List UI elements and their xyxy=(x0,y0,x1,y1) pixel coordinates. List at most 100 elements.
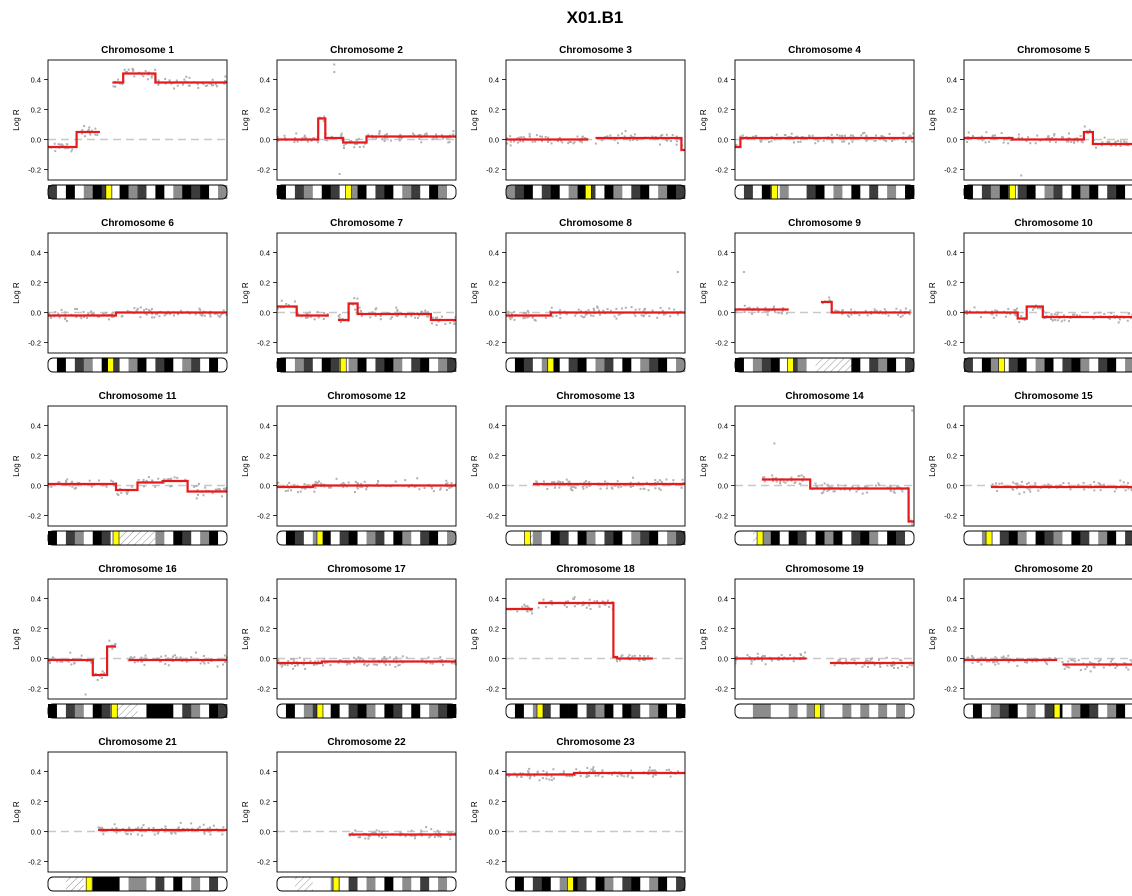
data-point xyxy=(1103,312,1106,315)
data-point xyxy=(176,830,179,833)
data-point xyxy=(570,488,573,491)
data-point xyxy=(1048,140,1051,143)
data-point xyxy=(430,486,433,489)
data-point xyxy=(115,831,118,834)
data-point xyxy=(510,312,513,315)
ideogram-band xyxy=(568,358,578,372)
data-point xyxy=(1020,315,1023,318)
data-point xyxy=(865,659,868,662)
data-point xyxy=(433,836,436,839)
data-point xyxy=(1049,317,1052,320)
data-point xyxy=(766,313,769,316)
data-point xyxy=(277,481,280,484)
data-point xyxy=(112,484,115,487)
data-point xyxy=(643,658,646,661)
data-point xyxy=(199,662,202,665)
data-point xyxy=(785,312,788,315)
data-point xyxy=(1069,488,1072,491)
data-point xyxy=(890,664,893,667)
ideogram-band xyxy=(613,877,623,891)
data-point xyxy=(621,773,624,776)
data-point xyxy=(1046,663,1049,666)
data-point xyxy=(1007,142,1010,145)
data-point xyxy=(997,662,1000,665)
data-point xyxy=(418,314,421,317)
data-point xyxy=(798,474,801,477)
outlier-point xyxy=(333,71,336,73)
data-point xyxy=(860,134,863,137)
data-point xyxy=(391,316,394,319)
data-point xyxy=(156,313,159,316)
data-point xyxy=(187,84,190,87)
data-point xyxy=(144,830,147,833)
ideogram-band xyxy=(964,185,974,199)
data-point xyxy=(1127,144,1130,147)
data-point xyxy=(624,484,627,487)
data-point xyxy=(889,485,892,488)
data-point xyxy=(203,662,206,665)
data-point xyxy=(356,486,359,489)
ideogram-outline xyxy=(47,530,228,546)
data-point xyxy=(768,141,771,144)
y-tick-label: -0.2 xyxy=(715,512,728,521)
data-point xyxy=(581,485,584,488)
plot-frame xyxy=(276,59,457,181)
data-point xyxy=(379,315,382,318)
data-point xyxy=(356,297,359,300)
data-point xyxy=(855,490,858,493)
data-point xyxy=(986,660,989,663)
plot-frame xyxy=(734,405,915,527)
data-point xyxy=(781,311,784,314)
data-point xyxy=(67,660,70,663)
ideogram-band xyxy=(779,704,789,718)
data-point xyxy=(519,140,522,143)
ideogram-band xyxy=(137,877,147,891)
data-point xyxy=(995,482,998,485)
data-point xyxy=(416,477,419,480)
ideogram-band xyxy=(348,358,358,372)
data-point xyxy=(652,773,655,776)
data-point xyxy=(112,311,115,314)
data-point xyxy=(609,309,612,312)
data-point xyxy=(335,477,338,480)
data-point xyxy=(640,314,643,317)
data-point xyxy=(651,309,654,312)
data-point xyxy=(658,479,661,482)
data-point xyxy=(1118,318,1121,321)
data-point xyxy=(444,322,447,325)
data-point xyxy=(318,480,321,483)
ideogram-band xyxy=(604,877,614,891)
data-point xyxy=(542,598,545,601)
data-point xyxy=(438,834,441,837)
data-point xyxy=(1073,141,1076,144)
data-point xyxy=(114,85,117,88)
data-point xyxy=(188,76,191,79)
data-point xyxy=(822,139,825,142)
data-point xyxy=(1112,314,1115,317)
data-point xyxy=(625,138,628,141)
data-point xyxy=(585,606,588,609)
ideogram-band xyxy=(806,531,816,545)
ideogram-band xyxy=(155,185,165,199)
data-point xyxy=(398,663,401,666)
ideogram-band xyxy=(568,531,578,545)
data-point xyxy=(898,659,901,662)
data-point xyxy=(792,141,795,144)
data-point xyxy=(1119,479,1122,482)
data-point xyxy=(194,313,197,316)
data-point xyxy=(1086,132,1089,135)
segment-line xyxy=(735,300,911,314)
data-point xyxy=(559,316,562,319)
data-point xyxy=(976,660,979,663)
data-point xyxy=(223,654,226,657)
data-point xyxy=(510,316,513,319)
data-point xyxy=(765,310,768,313)
data-point xyxy=(202,82,205,85)
ideogram-band xyxy=(896,185,906,199)
data-point xyxy=(831,141,834,144)
ideogram-band xyxy=(523,704,534,718)
ideogram-outline xyxy=(276,530,457,546)
ideogram-band xyxy=(303,185,314,199)
